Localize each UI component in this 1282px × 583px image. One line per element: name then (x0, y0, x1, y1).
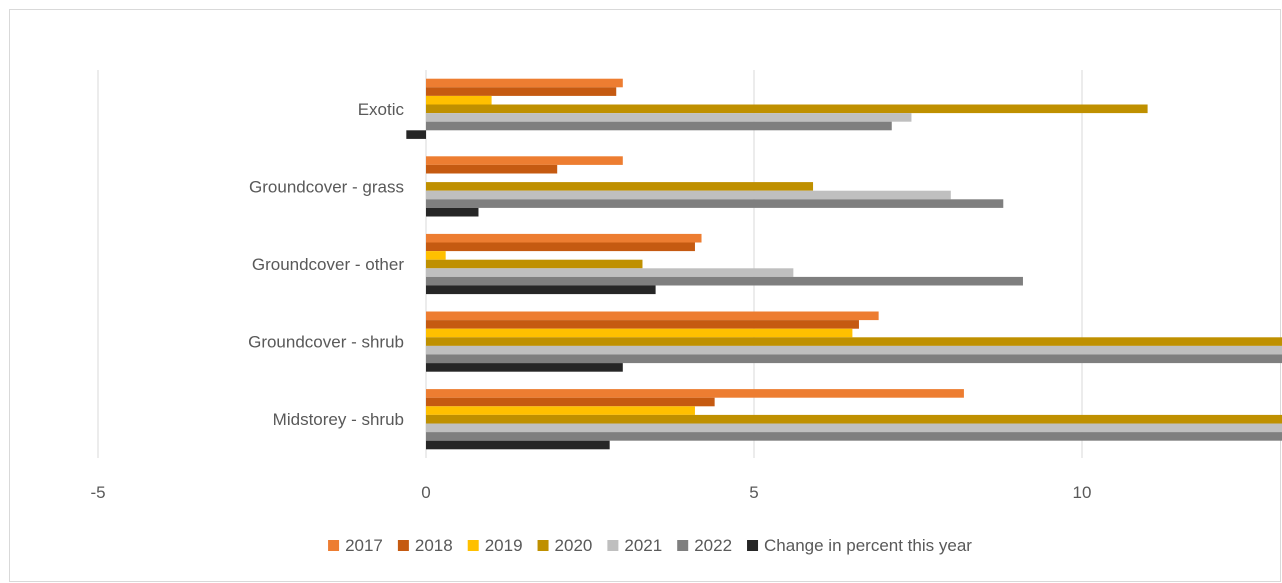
category-label: Exotic (358, 100, 405, 119)
legend-label: Change in percent this year (764, 536, 972, 555)
bar (426, 233, 702, 243)
bar (426, 345, 1282, 355)
legend-label: 2022 (694, 536, 732, 555)
bar (426, 276, 1023, 286)
x-tick-label: 5 (749, 483, 758, 502)
category-label: Groundcover - shrub (248, 333, 404, 352)
bar (426, 242, 695, 252)
bar (426, 389, 964, 398)
bar (426, 199, 1004, 208)
bar (426, 311, 879, 321)
legend-swatch (467, 540, 479, 551)
bar (426, 121, 892, 131)
bar (426, 87, 617, 96)
x-tick-label: -5 (90, 483, 105, 502)
legend-swatch (397, 540, 409, 551)
bar (426, 78, 623, 88)
bar (426, 182, 814, 191)
bar (426, 397, 715, 407)
legend-label: 2019 (485, 536, 523, 555)
category-label: Midstorey - shrub (273, 410, 404, 429)
legend-swatch (677, 540, 689, 551)
legend-label: 2021 (624, 536, 662, 555)
bar (426, 354, 1282, 364)
bar (426, 328, 853, 338)
legend-swatch (537, 540, 549, 551)
category-label: Groundcover - other (252, 255, 404, 274)
bar (426, 285, 656, 295)
bar (426, 268, 794, 277)
bar (426, 95, 492, 105)
bar (426, 432, 1282, 441)
x-tick-label: 0 (421, 483, 430, 502)
x-tick-label: 10 (1073, 483, 1092, 502)
legend-swatch (747, 540, 759, 551)
bar (406, 130, 426, 139)
bar (426, 259, 643, 269)
legend-swatch (328, 540, 340, 551)
legend-label: 2018 (415, 536, 453, 555)
bar (426, 251, 446, 260)
bar (426, 164, 558, 174)
bar (426, 207, 479, 217)
legend-swatch (607, 540, 619, 551)
bar (426, 337, 1282, 346)
bar (426, 414, 1282, 424)
category-label: Groundcover - grass (249, 177, 404, 196)
bar (426, 363, 623, 372)
bar (426, 406, 695, 415)
bar (426, 320, 859, 329)
bar (426, 113, 912, 122)
bar (426, 104, 1148, 114)
bar (426, 156, 623, 165)
bar (426, 190, 951, 200)
bar (426, 423, 1282, 433)
legend-label: 2020 (555, 536, 593, 555)
legend-label: 2017 (345, 536, 383, 555)
bar (426, 440, 610, 450)
